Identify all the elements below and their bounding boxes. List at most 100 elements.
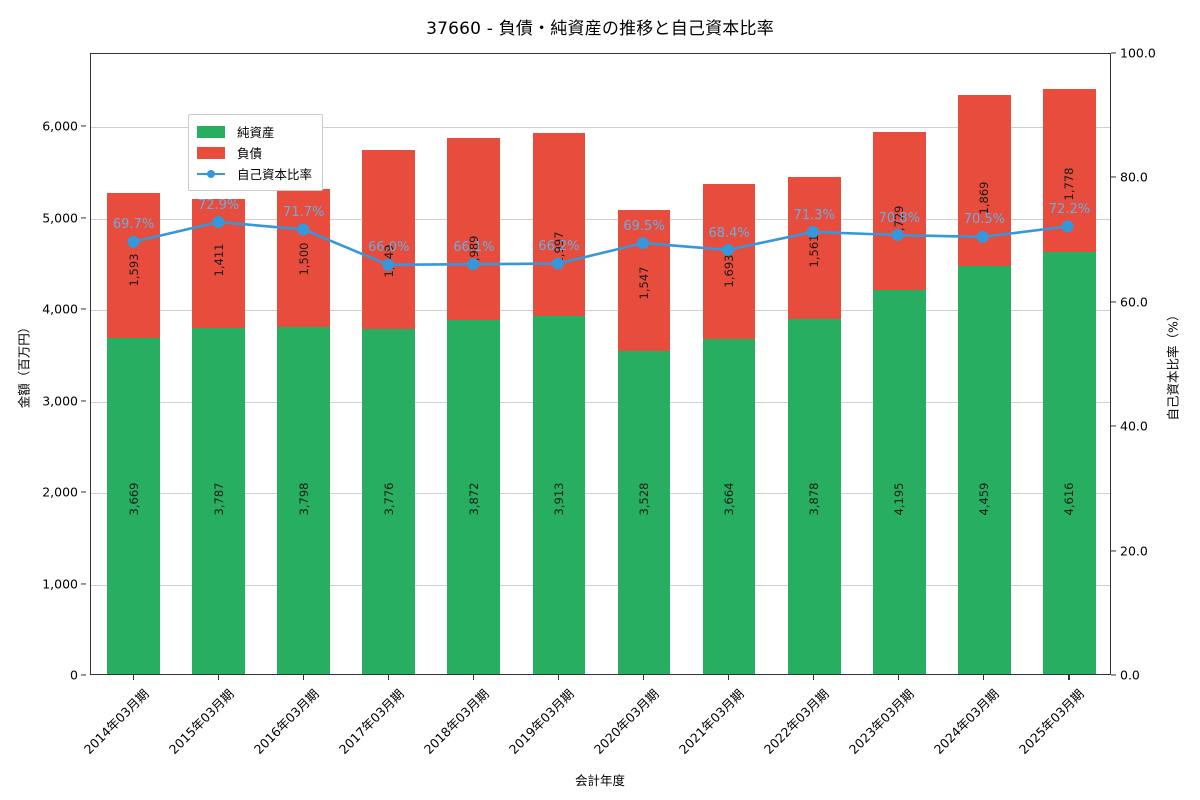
bar-segment-equity[interactable]: 4,616	[1043, 251, 1096, 674]
bar-segment-equity[interactable]: 3,776	[362, 328, 416, 674]
x-axis-tick-mark	[1068, 675, 1070, 680]
grid-line	[91, 218, 1110, 220]
legend-item[interactable]: 純資産	[197, 121, 312, 142]
bar-segment-liabilities[interactable]: 1,778	[1043, 89, 1096, 252]
ratio-line-path	[132, 220, 1069, 267]
bar-value-label-equity: 3,872	[466, 482, 481, 516]
bar-group[interactable]: 3,878 1,561	[787, 176, 841, 674]
x-axis-title: 会計年度	[574, 773, 625, 788]
bar-group[interactable]: 3,787 1,411	[192, 198, 245, 674]
bar-value-label-equity: 3,787	[211, 482, 226, 516]
legend-line-marker-icon	[197, 168, 225, 180]
legend-color-swatch-icon	[197, 125, 225, 138]
bar-group[interactable]: 3,664 1,693	[702, 184, 756, 674]
y-axis-right-tick-label: 80.0	[1120, 169, 1148, 185]
bar-value-label-liabilities: 1,869	[977, 181, 992, 215]
legend-item[interactable]: 自己資本比率	[197, 163, 312, 184]
y-axis-right-tick-label: 100.0	[1120, 45, 1156, 61]
grid-line	[91, 401, 1110, 403]
ratio-value-label: 72.2%	[1048, 201, 1091, 217]
x-axis-tick-label: 2025年03月期	[1016, 686, 1088, 757]
bar-group[interactable]: 3,669 1,593	[107, 192, 160, 674]
bar-group[interactable]: 3,528 1,547	[617, 209, 671, 674]
bar-segment-liabilities[interactable]: 1,693	[702, 184, 756, 339]
legend-item[interactable]: 負債	[197, 142, 312, 163]
bar-segment-equity[interactable]: 4,195	[872, 290, 926, 674]
bar-segment-equity[interactable]: 3,528	[617, 351, 671, 674]
x-axis-tick-label: 2016年03月期	[250, 686, 322, 757]
bar-segment-equity[interactable]: 3,872	[447, 319, 501, 674]
bar-value-label-equity: 3,776	[381, 482, 396, 516]
bar-value-label-equity: 3,913	[551, 482, 566, 516]
ratio-value-label: 70.8%	[878, 210, 920, 226]
ratio-value-label: 71.7%	[283, 205, 325, 221]
y-axis-left-tick-mark	[81, 491, 86, 493]
x-axis-tick-label: 2017年03月期	[335, 686, 407, 757]
bar-segment-liabilities[interactable]: 1,561	[787, 176, 841, 320]
ratio-value-label: 66.0%	[368, 240, 410, 256]
bar-group[interactable]: 3,872 1,989	[447, 137, 501, 674]
bar-group[interactable]: 4,459 1,869	[957, 95, 1011, 674]
x-axis-tick-mark	[217, 675, 219, 680]
x-axis-tick-mark	[557, 675, 560, 680]
bar-value-label-liabilities: 1,547	[637, 266, 652, 300]
ratio-value-label: 66.2%	[538, 239, 580, 255]
bar-value-label-liabilities: 1,411	[211, 243, 226, 277]
y-axis-right-tick-label: 20.0	[1120, 543, 1148, 559]
bar-group[interactable]: 3,776 1,949	[362, 150, 416, 674]
y-axis-right-tick-label: 0.0	[1120, 667, 1140, 683]
bar-value-label-equity: 4,616	[1062, 482, 1077, 516]
bar-segment-equity[interactable]: 3,798	[277, 326, 331, 674]
y-axis-right: 0.0 20.0 40.0 60.0 80.0 100.0	[1111, 46, 1200, 683]
x-axis-tick-mark	[813, 675, 815, 680]
bar-value-label-liabilities: 1,593	[126, 253, 141, 287]
y-axis-left-tick-label: 0	[70, 667, 78, 683]
bar-segment-liabilities[interactable]: 1,869	[957, 95, 1011, 267]
y-axis-right-tick-mark	[1111, 674, 1116, 676]
x-axis-tick-mark	[302, 675, 304, 680]
grid-line	[91, 310, 1110, 312]
bar-group[interactable]: 3,798 1,500	[277, 189, 331, 674]
x-axis-tick-label: 2021年03月期	[675, 686, 747, 757]
bar-segment-liabilities[interactable]: 1,411	[192, 198, 245, 328]
y-axis-left-tick-label: 5,000	[42, 210, 78, 226]
y-axis-left-tick-label: 2,000	[42, 484, 78, 500]
bar-segment-liabilities[interactable]: 1,593	[107, 192, 160, 339]
bar-group[interactable]: 3,913 1,997	[532, 133, 586, 674]
x-axis-tick-label: 2014年03月期	[80, 686, 152, 757]
bar-group[interactable]: 4,616 1,778	[1043, 89, 1096, 674]
bar-value-label-equity: 3,528	[637, 482, 652, 516]
bar-segment-equity[interactable]: 3,878	[787, 319, 841, 674]
bar-segment-equity[interactable]: 3,664	[702, 338, 756, 674]
bar-segment-equity[interactable]: 3,787	[192, 327, 245, 674]
y-axis-left-tick-mark	[81, 125, 86, 127]
bar-value-label-liabilities: 1,778	[1062, 167, 1077, 201]
ratio-value-label: 71.3%	[793, 207, 835, 223]
bar-value-label-equity: 4,195	[892, 482, 907, 516]
x-axis-tick-mark	[387, 675, 389, 680]
bar-segment-liabilities[interactable]: 1,989	[447, 137, 501, 320]
bar-value-label-equity: 4,459	[977, 482, 992, 516]
bar-segment-equity[interactable]: 4,459	[957, 266, 1011, 674]
y-axis-left-tick-mark	[81, 400, 86, 402]
x-axis-tick-label: 2020年03月期	[590, 686, 662, 757]
legend-color-swatch-icon	[197, 146, 225, 159]
bar-segment-equity[interactable]: 3,913	[532, 316, 586, 674]
bar-segment-liabilities[interactable]: 1,997	[532, 133, 586, 317]
x-axis-tick-label: 2023年03月期	[846, 686, 918, 757]
x-axis-tick-mark	[643, 675, 645, 680]
x-axis-tick-mark	[898, 675, 900, 680]
y-axis-left-tick-mark	[81, 217, 86, 219]
y-axis-right-tick-mark	[1111, 52, 1116, 54]
chart-title: 37660 - 負債・純資産の推移と自己資本比率	[426, 19, 774, 39]
chart-legend: 純資産 負債 自己資本比率	[188, 114, 324, 191]
bar-segment-liabilities[interactable]: 1,949	[362, 150, 416, 329]
x-axis: 2014年03月期 2015年03月期 2016年03月期 2017年03月期 2018…	[80, 675, 1111, 770]
bar-segment-equity[interactable]: 3,669	[107, 338, 160, 674]
x-axis-tick-mark	[472, 675, 474, 680]
y-axis-left-tick-label: 4,000	[42, 301, 78, 317]
bar-value-label-equity: 3,664	[722, 482, 737, 516]
x-axis-tick-label: 2018年03月期	[420, 686, 492, 757]
y-axis-right-tick-mark	[1111, 550, 1116, 552]
